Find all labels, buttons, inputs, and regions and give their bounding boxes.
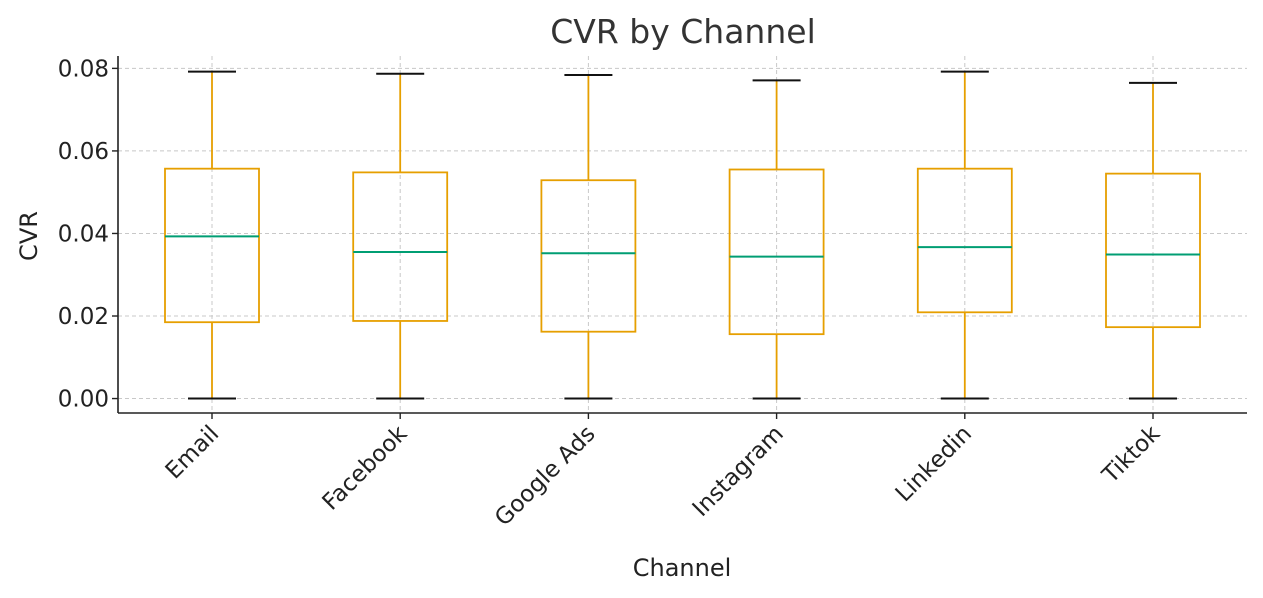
x-tick-label: Linkedin (891, 421, 977, 507)
y-tick-label: 0.08 (58, 56, 109, 82)
y-axis-label: CVR (15, 211, 43, 261)
x-ticks: Email Facebook Google Ads Instagram Linkedin… (161, 413, 1166, 531)
iqr-box (1105, 172, 1201, 329)
x-tick-label: Email (161, 421, 225, 485)
y-tick-label: 0.06 (58, 139, 109, 165)
iqr-box (916, 167, 1013, 314)
y-tick-label: 0.00 (58, 387, 109, 413)
box-facebook (352, 72, 449, 400)
boxes-layer (164, 70, 1201, 400)
box-linkedin (916, 70, 1013, 400)
chart-title: CVR by Channel (550, 12, 815, 51)
x-tick-label: Facebook (318, 420, 413, 515)
box-instagram (728, 79, 825, 400)
box-tiktok (1105, 81, 1201, 400)
y-tick-label: 0.02 (58, 304, 109, 330)
iqr-box (540, 179, 637, 333)
y-tick-label: 0.04 (58, 221, 109, 247)
y-ticks: 0.00 0.02 0.04 0.06 0.08 (58, 56, 118, 413)
x-tick-label: Instagram (688, 421, 789, 522)
iqr-box (352, 171, 449, 322)
x-tick-label: Tiktok (1097, 420, 1166, 489)
x-axis-label: Channel (633, 554, 732, 582)
iqr-box (728, 168, 825, 336)
grid-layer (118, 56, 1247, 413)
iqr-box (164, 167, 260, 324)
x-tick-label: Google Ads (490, 421, 601, 532)
box-email (164, 70, 260, 400)
box-google-ads (540, 73, 637, 400)
